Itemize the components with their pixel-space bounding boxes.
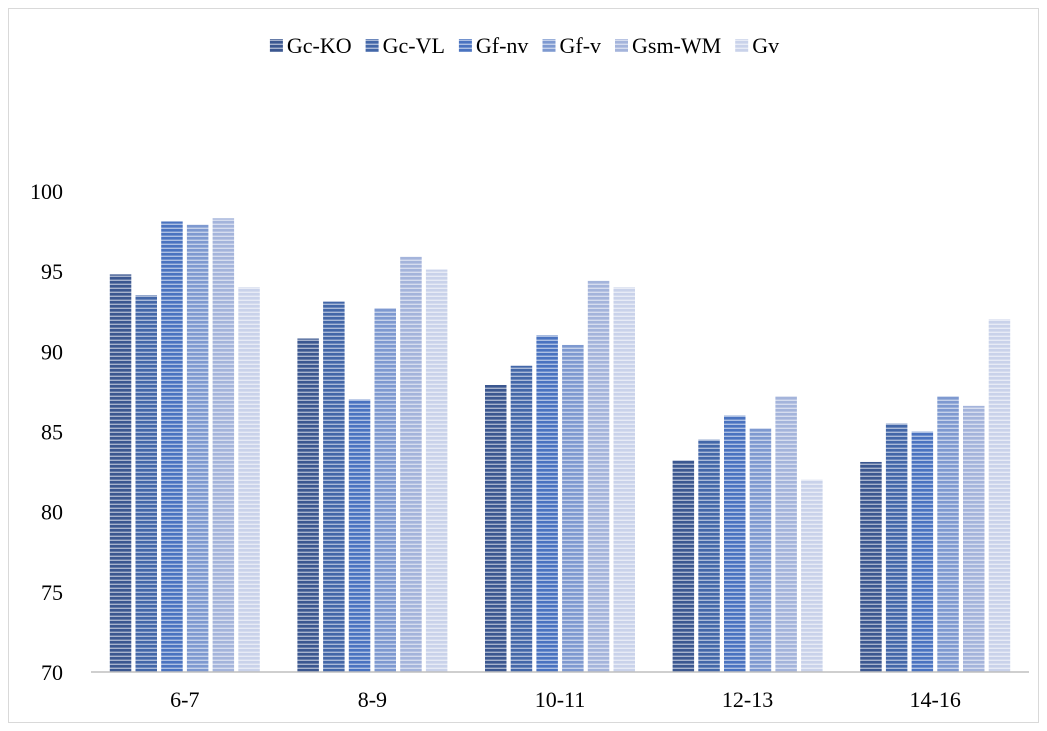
bar-gsm-wm-14-16: [963, 405, 985, 672]
legend-item: Gc-VL: [365, 33, 445, 58]
bar-gc-vl-8-9: [323, 301, 345, 672]
y-tick-label: 90: [41, 339, 63, 364]
legend-swatch: [458, 39, 472, 52]
bar-gv-8-9: [425, 269, 448, 672]
bar-gc-ko-12-13: [672, 460, 695, 672]
bar-gf-nv-6-7: [161, 221, 183, 672]
legend-swatch: [365, 39, 379, 52]
legend-swatch: [615, 39, 628, 52]
bar-gv-12-13: [801, 479, 823, 672]
legend-label: Gc-KO: [287, 33, 352, 58]
bar-gc-ko-8-9: [297, 338, 319, 672]
x-tick-label: 14-16: [910, 687, 961, 712]
legend-label: Gf-v: [560, 33, 602, 58]
bars: [109, 218, 1011, 673]
x-tick-label: 12-13: [722, 687, 773, 712]
legend-item: Gf-v: [542, 33, 602, 58]
x-tick-label: 10-11: [535, 687, 586, 712]
y-tick-label: 70: [41, 660, 63, 685]
bar-gc-vl-12-13: [698, 439, 720, 672]
bar-gf-v-6-7: [186, 224, 209, 673]
bar-gc-ko-14-16: [860, 461, 882, 672]
bar-gc-vl-10-11: [510, 365, 533, 672]
legend-item: Gsm-WM: [615, 33, 721, 58]
bar-gsm-wm-6-7: [212, 218, 235, 672]
bar-gf-nv-14-16: [911, 431, 934, 672]
bar-gf-v-10-11: [562, 344, 584, 672]
bar-chart: Gc-KO Gc-VL Gf-nv Gf-v Gsm-WM Gv 70 75 80 85 90 95…: [30, 33, 1029, 712]
legend-label: Gf-nv: [476, 33, 529, 58]
bar-gf-v-14-16: [937, 396, 959, 672]
legend-swatch: [542, 39, 556, 52]
legend-item: Gf-nv: [458, 33, 529, 58]
legend-item: Gc-KO: [269, 33, 352, 58]
bar-gv-14-16: [988, 319, 1011, 672]
bar-gv-10-11: [613, 287, 635, 672]
bar-gsm-wm-8-9: [400, 256, 422, 672]
bar-gf-v-12-13: [749, 428, 772, 672]
legend: Gc-KO Gc-VL Gf-nv Gf-v Gsm-WM Gv: [269, 33, 779, 58]
x-tick-label: 8-9: [358, 687, 387, 712]
bar-gf-nv-12-13: [724, 415, 746, 672]
legend-label: Gv: [752, 33, 779, 58]
bar-gc-vl-6-7: [135, 295, 157, 672]
y-axis: 70 75 80 85 90 95 100: [30, 179, 63, 685]
bar-gv-6-7: [238, 287, 260, 672]
bar-gc-ko-10-11: [485, 385, 507, 672]
bar-gsm-wm-10-11: [587, 280, 610, 672]
bar-gf-v-8-9: [374, 308, 396, 672]
y-tick-label: 80: [41, 500, 63, 525]
y-tick-label: 100: [30, 179, 63, 204]
bar-gc-ko-6-7: [109, 274, 132, 672]
chart-frame: Gc-KO Gc-VL Gf-nv Gf-v Gsm-WM Gv 70 75 80 85 90 95…: [8, 8, 1039, 723]
legend-label: Gsm-WM: [632, 33, 721, 58]
y-tick-label: 85: [41, 420, 63, 445]
y-tick-label: 75: [41, 580, 63, 605]
bar-gc-vl-14-16: [885, 423, 908, 672]
y-tick-label: 95: [41, 259, 63, 284]
bar-gf-nv-8-9: [348, 399, 371, 672]
x-tick-label: 6-7: [170, 687, 199, 712]
legend-swatch: [735, 39, 749, 52]
legend-label: Gc-VL: [383, 33, 445, 58]
x-axis: 6-7 8-9 10-11 12-13 14-16: [170, 687, 961, 712]
legend-swatch: [269, 39, 283, 52]
legend-item: Gv: [735, 33, 779, 58]
bar-gsm-wm-12-13: [775, 396, 797, 672]
bar-gf-nv-10-11: [536, 335, 558, 672]
